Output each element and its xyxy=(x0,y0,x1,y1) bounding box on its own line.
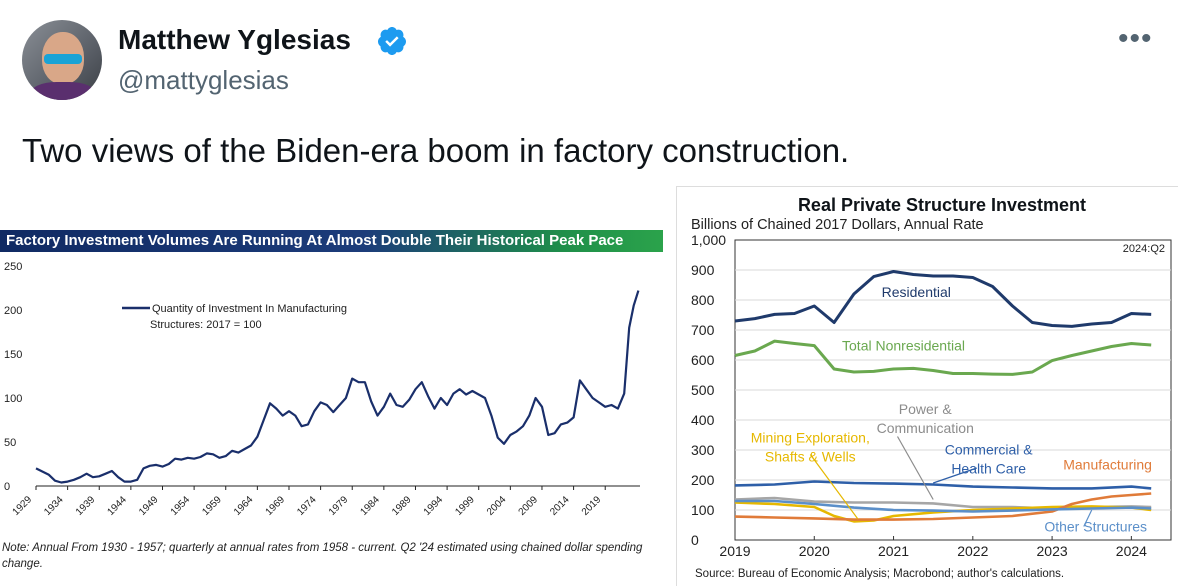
chart-image-structure-investment[interactable]: Real Private Structure Investment Billio… xyxy=(676,186,1178,586)
chart2-series-line xyxy=(734,270,1152,328)
chart2-y-tick-label: 100 xyxy=(691,502,715,518)
chart2-series-label: Residential xyxy=(882,284,951,300)
chart2-y-tick-label: 900 xyxy=(691,262,715,278)
chart1-x-tick-label: 1999 xyxy=(453,494,477,518)
chart2-series-line xyxy=(734,492,1152,521)
chart1-x-tick-label: 1979 xyxy=(327,494,351,518)
chart2-title: Real Private Structure Investment xyxy=(797,195,1087,215)
chart2-series-line xyxy=(734,339,1152,376)
chart2-series-line xyxy=(734,480,1152,490)
chart2-plot: 0 100 200 300 400 500 600 700 800 900 1,000 2019 202… xyxy=(691,232,1172,559)
chart2-x-tick-label: 2020 xyxy=(799,543,830,559)
chart1-x-tick-label: 1929 xyxy=(11,494,35,518)
chart1-x-tick-label: 1984 xyxy=(358,494,382,518)
chart1-y-tick-label: 200 xyxy=(4,305,22,317)
chart2-subtitle: Billions of Chained 2017 Dollars, Annual… xyxy=(691,217,984,233)
chart2-series-label: Total Nonresidential xyxy=(842,337,965,353)
chart2-label-pointer xyxy=(1083,509,1093,527)
chart2-series-label: Mining Exploration, Shafts & Wells xyxy=(751,430,870,465)
chart2-series-label: Power & Communication xyxy=(877,401,974,436)
chart2-label-pointer xyxy=(896,436,934,500)
chart1-y-tick-label: 250 xyxy=(4,261,22,273)
chart2-series-label: Commercial & Health Care xyxy=(945,442,1034,477)
chart1-y-tick-label: 100 xyxy=(4,393,22,405)
chart1-x-tick-label: 1949 xyxy=(137,494,161,518)
chart2-y-tick-label: 300 xyxy=(691,442,715,458)
chart2-y-tick-label: 600 xyxy=(691,352,715,368)
chart1-series-line xyxy=(35,290,640,484)
chart1-x-tick-label: 2009 xyxy=(517,494,541,518)
chart2-x-tick-label: 2022 xyxy=(957,543,988,559)
chart2-series-line xyxy=(735,499,1152,513)
chart2-x-tick-label: 2024 xyxy=(1116,543,1147,559)
chart2-label-pointer xyxy=(932,467,977,484)
chart2-series-label: Other Structures xyxy=(1044,519,1147,535)
chart1-y-tick-label: 50 xyxy=(4,437,16,449)
chart-image-factory-investment[interactable]: Factory Investment Volumes Are Running A… xyxy=(0,222,670,586)
tweet-text: Two views of the Biden-era boom in facto… xyxy=(22,132,850,169)
chart2-y-tick-label: 400 xyxy=(691,412,715,428)
avatar-sunglasses xyxy=(44,54,82,64)
chart1-x-tick-label: 1959 xyxy=(200,494,224,518)
chart1-y-tick-label: 150 xyxy=(4,349,22,361)
chart2-series-line xyxy=(734,501,1152,523)
chart1-title: Factory Investment Volumes Are Running A… xyxy=(0,230,663,252)
more-options-button[interactable]: ••• xyxy=(1118,22,1153,55)
chart2-series-label: Manufacturing xyxy=(1063,457,1152,473)
chart1-x-tick-label: 1964 xyxy=(232,494,256,518)
chart2-y-tick-label: 500 xyxy=(691,382,715,398)
chart2-y-tick-label: 0 xyxy=(691,532,699,548)
chart2-x-tick-label: 2019 xyxy=(719,543,750,559)
chart1-x-tick-label: 2019 xyxy=(580,494,604,518)
chart1-x-tick-label: 2014 xyxy=(548,494,572,518)
chart2-y-tick-label: 200 xyxy=(691,472,715,488)
chart2-annotation: 2024:Q2 xyxy=(1123,243,1165,255)
chart2-source: Source: Bureau of Economic Analysis; Mac… xyxy=(695,568,1065,580)
chart2-y-tick-label: 700 xyxy=(691,322,715,338)
chart2-y-tick-label: 1,000 xyxy=(691,232,726,248)
chart1-x-tick-label: 1954 xyxy=(169,494,193,518)
chart2-x-tick-label: 2021 xyxy=(878,543,909,559)
author-handle[interactable]: @mattyglesias xyxy=(118,65,289,95)
chart2-label-pointer xyxy=(809,454,859,520)
chart1-x-tick-label: 1994 xyxy=(422,494,446,518)
chart1-legend-label: Structures: 2017 = 100 xyxy=(150,319,262,331)
chart1-y-tick-label: 0 xyxy=(4,481,10,493)
verified-badge-icon xyxy=(377,27,406,55)
chart2-x-tick-label: 2023 xyxy=(1037,543,1068,559)
chart1-x-tick-label: 2004 xyxy=(485,494,509,518)
chart1-x-tick-label: 1974 xyxy=(295,494,319,518)
author-name[interactable]: Matthew Yglesias xyxy=(118,24,351,55)
chart1-plot: 0 50 100 150 200 250 1929 1934 1939 1944 1949 1954 1… xyxy=(4,261,640,518)
chart1-x-tick-label: 1934 xyxy=(42,494,66,518)
chart1-x-tick-label: 1944 xyxy=(105,494,129,518)
chart1-x-tick-label: 1989 xyxy=(390,494,414,518)
avatar-shirt xyxy=(30,82,96,100)
chart1-x-tick-label: 1969 xyxy=(264,494,288,518)
chart1-legend-label: Quantity of Investment In Manufacturing xyxy=(152,303,347,315)
avatar[interactable] xyxy=(22,20,102,100)
chart1-x-tick-label: 1939 xyxy=(74,494,98,518)
chart2-y-tick-label: 800 xyxy=(691,292,715,308)
chart1-note: Note: Annual From 1930 - 1957; quarterly… xyxy=(2,542,643,570)
